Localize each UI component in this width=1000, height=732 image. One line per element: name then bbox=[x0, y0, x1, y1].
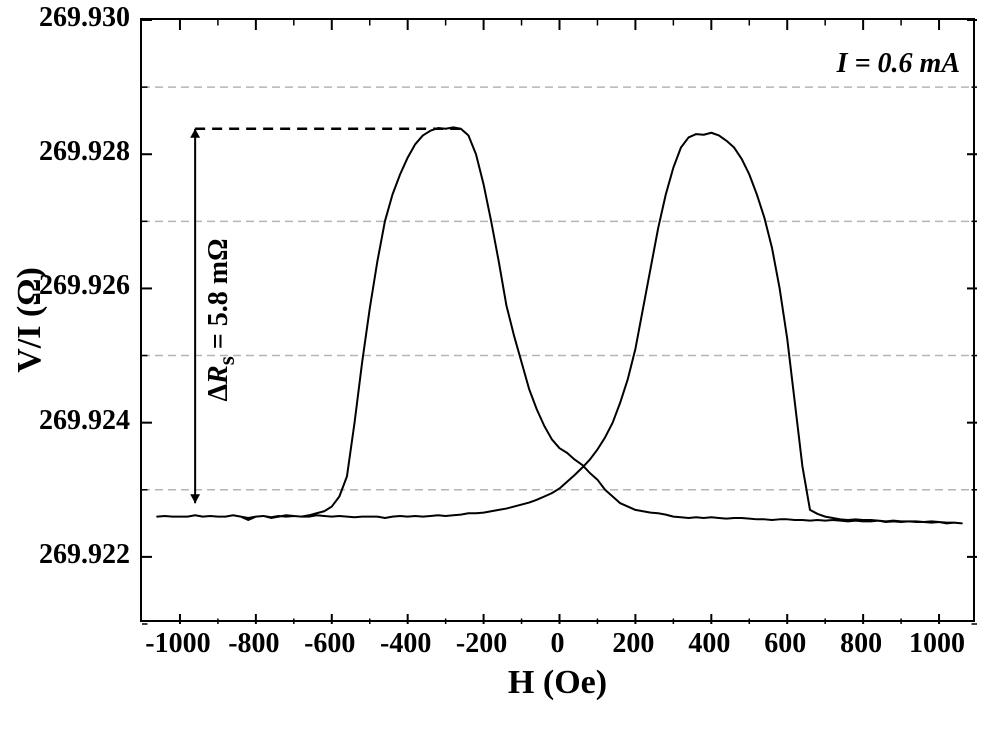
x-tick-label: 400 bbox=[688, 628, 730, 660]
y-tick-label: 269.930 bbox=[39, 2, 130, 34]
y-tick-label: 269.922 bbox=[39, 539, 130, 571]
y-tick-label: 269.928 bbox=[39, 136, 130, 168]
x-tick-label: -1000 bbox=[145, 628, 210, 660]
y-tick-label: 269.924 bbox=[39, 405, 130, 437]
annotation-delta-rs: ΔRs = 5.8 mΩ bbox=[203, 238, 241, 401]
plot-area bbox=[140, 18, 975, 622]
y-tick-label: 269.926 bbox=[39, 270, 130, 302]
x-tick-label: -800 bbox=[228, 628, 279, 660]
figure-root: H (Oe) V/I (Ω) I = 0.6 mA ΔRs = 5.8 mΩ -… bbox=[0, 0, 1000, 732]
x-axis-label: H (Oe) bbox=[508, 664, 607, 702]
plot-svg bbox=[142, 20, 977, 624]
x-tick-label: -200 bbox=[456, 628, 507, 660]
x-tick-label: -400 bbox=[380, 628, 431, 660]
x-tick-label: 1000 bbox=[909, 628, 965, 660]
x-tick-label: 800 bbox=[840, 628, 882, 660]
x-tick-label: 0 bbox=[551, 628, 565, 660]
x-tick-label: 200 bbox=[612, 628, 654, 660]
annotation-current: I = 0.6 mA bbox=[837, 48, 960, 80]
x-tick-label: -600 bbox=[304, 628, 355, 660]
x-tick-label: 600 bbox=[764, 628, 806, 660]
